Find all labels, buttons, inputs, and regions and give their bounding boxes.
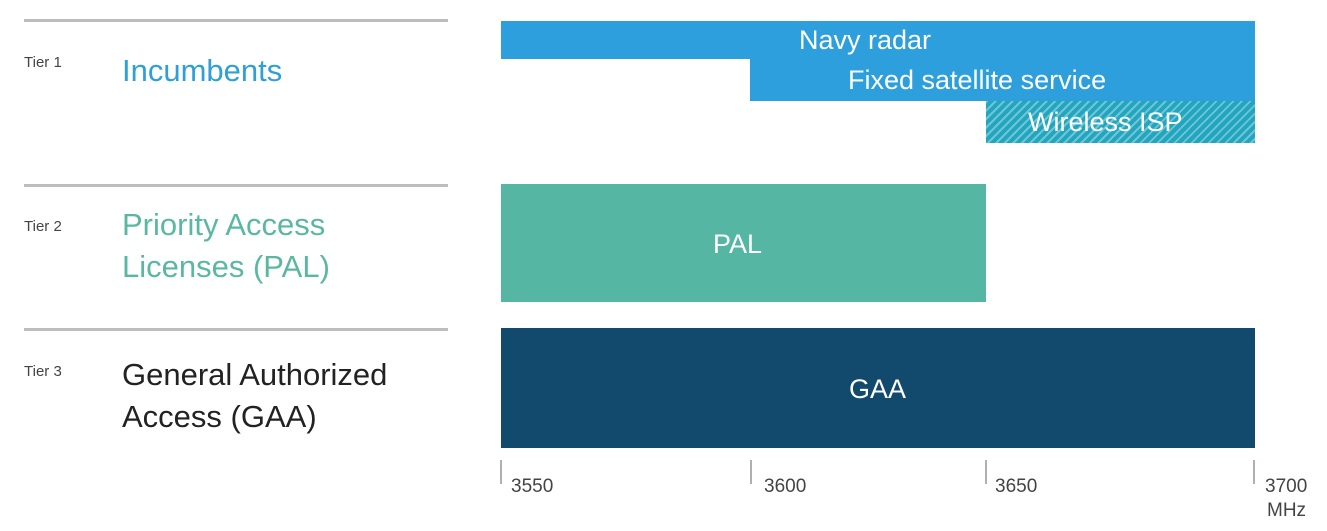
band-navy-radar: Navy radar — [501, 21, 1255, 59]
band-fixed-satellite-service: Fixed satellite service — [750, 59, 1255, 101]
band-gaa: GAA — [501, 328, 1255, 448]
tier-3-tag: Tier 3 — [24, 363, 62, 380]
band-gaa-label: GAA — [849, 374, 907, 404]
band-wireless-isp-label: Wireless ISP — [1028, 107, 1183, 137]
band-fixed-satellite-service-label: Fixed satellite service — [848, 65, 1107, 95]
tier-2-tag: Tier 2 — [24, 218, 62, 235]
band-pal-label: PAL — [713, 229, 763, 259]
axis-unit-label: MHz — [1267, 500, 1307, 521]
axis-tick-3550 — [500, 460, 502, 484]
tier-1-tag: Tier 1 — [24, 54, 62, 71]
axis-tick-label-3700: 3700 — [1265, 476, 1308, 497]
axis-tick-3700 — [1253, 460, 1255, 484]
tier-1-name: Incumbents — [122, 53, 283, 88]
tier-2-name: Priority Access Licenses (PAL) — [122, 207, 330, 284]
band-pal: PAL — [501, 184, 986, 302]
tier-divider-3 — [24, 328, 448, 331]
axis-tick-label-3550: 3550 — [511, 476, 554, 497]
axis-tick-3600 — [750, 460, 752, 484]
band-navy-radar-label: Navy radar — [799, 25, 932, 55]
tier-divider-2 — [24, 184, 448, 187]
tier-divider-1 — [24, 19, 448, 22]
axis-tick-label-3600: 3600 — [764, 476, 807, 497]
band-wireless-isp: Wireless ISP — [986, 101, 1255, 143]
tier-3-name: General Authorized Access (GAA) — [122, 357, 388, 434]
axis-tick-label-3650: 3650 — [995, 476, 1038, 497]
axis-tick-3650 — [985, 460, 987, 484]
